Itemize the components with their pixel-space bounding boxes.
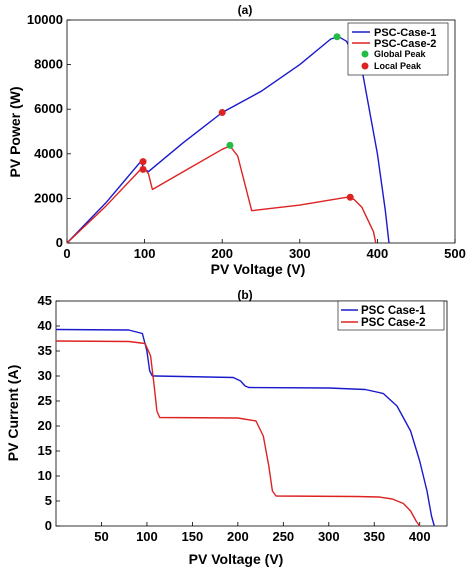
chart-b-x-tick-label: 150: [182, 529, 204, 544]
chart-b-x-tick-label: 50: [94, 529, 108, 544]
chart-a-y-tick-label: 0: [56, 235, 63, 250]
chart-a-y-tick-label: 6000: [34, 101, 63, 116]
chart-a-y-tick-label: 8000: [34, 57, 63, 72]
chart-b-title: (b): [237, 288, 252, 302]
chart-b-x-tick-label: 300: [318, 529, 340, 544]
chart-b-x-axis-label: PV Voltage (V): [189, 551, 284, 567]
chart-a-x-tick-label: 400: [367, 246, 389, 261]
chart-a-x-tick-label: 300: [289, 246, 311, 261]
chart-a-y-axis-label: PV Power (W): [7, 86, 23, 177]
chart-a-x-tick-label: 0: [63, 246, 70, 261]
chart-b-x-tick-label: 100: [136, 529, 158, 544]
chart-a-plot-area: 0 100 200 300 400 500 0 2000 4000 6000 8000 10000: [27, 12, 466, 261]
chart-a-marker-global-peak: [226, 141, 234, 149]
chart-b-x-tick-label: 200: [227, 529, 249, 544]
legend-label-global-peak: Global Peak: [374, 49, 427, 59]
chart-a-y-tick-label: 4000: [34, 146, 63, 161]
chart-a-marker-local-peak: [346, 193, 354, 201]
legend-label-psc-case-2: PSC-Case-2: [374, 38, 436, 50]
chart-power-voltage: (a) 0 100 200 300 400 500 0 2000 4000 6000 8000 100…: [7, 3, 466, 277]
chart-a-axes-frame: [66, 19, 456, 244]
chart-b-y-tick-label: 0: [45, 518, 52, 533]
chart-current-voltage: (b) 50 100 150 200 250 300 350 400 0 5 10 15 20 25 30 3…: [5, 288, 448, 567]
chart-b-x-tick-label: 250: [272, 529, 294, 544]
chart-b-axes-frame: [55, 300, 448, 527]
chart-a-x-tick-label: 200: [211, 246, 233, 261]
chart-b-legend-box: [337, 300, 445, 331]
chart-b-y-tick-label: 40: [38, 318, 52, 333]
chart-b-y-tick-label: 5: [45, 493, 52, 508]
chart-b-x-tick-label: 350: [363, 529, 385, 544]
legend-label-psc-case-1: PSC-Case-1: [374, 27, 436, 39]
chart-a-title: (a): [238, 3, 253, 17]
chart-b-y-tick-label: 20: [38, 418, 52, 433]
chart-b-y-axis-label: PV Current (A): [5, 365, 21, 461]
chart-b-legend: PSC Case-1 PSC Case-2: [337, 300, 445, 331]
chart-a-marker-local-peak: [218, 109, 226, 117]
chart-a-marker-local-peak: [139, 158, 147, 166]
chart-b-x-tick-label: 400: [409, 529, 431, 544]
chart-b-plot-area: 50 100 150 200 250 300 350 400 0 5 10 15 20 25 30 35 40 4…: [38, 293, 448, 544]
chart-b-y-tick-label: 35: [38, 343, 52, 358]
chart-b-y-tick-label: 10: [38, 468, 52, 483]
legend-label-psc-case-1: PSC Case-1: [361, 305, 426, 317]
chart-b-y-tick-label: 15: [38, 443, 52, 458]
chart-b-series-psc-case-2: [55, 340, 421, 527]
legend-label-local-peak: Local Peak: [374, 61, 422, 71]
chart-b-y-tick-label: 30: [38, 368, 52, 383]
legend-label-psc-case-2: PSC Case-2: [361, 317, 426, 329]
chart-a-x-tick-label: 100: [134, 246, 156, 261]
chart-b-series-psc-case-1: [55, 328, 435, 527]
chart-a-marker-local-peak: [139, 165, 147, 173]
chart-a-legend: PSC-Case-1 PSC-Case-2 Global Peak Local …: [347, 22, 449, 76]
chart-a-series-psc-case-1: [66, 36, 390, 244]
chart-a-y-tick-label: 10000: [27, 12, 63, 27]
legend-marker-local-peak: [361, 62, 369, 70]
chart-a-x-tick-label: 500: [444, 246, 466, 261]
chart-a-marker-global-peak: [333, 33, 341, 41]
chart-a-y-tick-label: 2000: [34, 190, 63, 205]
chart-b-y-tick-label: 25: [38, 393, 52, 408]
chart-b-y-tick-label: 45: [38, 293, 52, 308]
legend-marker-global-peak: [361, 50, 369, 58]
chart-a-x-axis-label: PV Voltage (V): [211, 261, 306, 277]
